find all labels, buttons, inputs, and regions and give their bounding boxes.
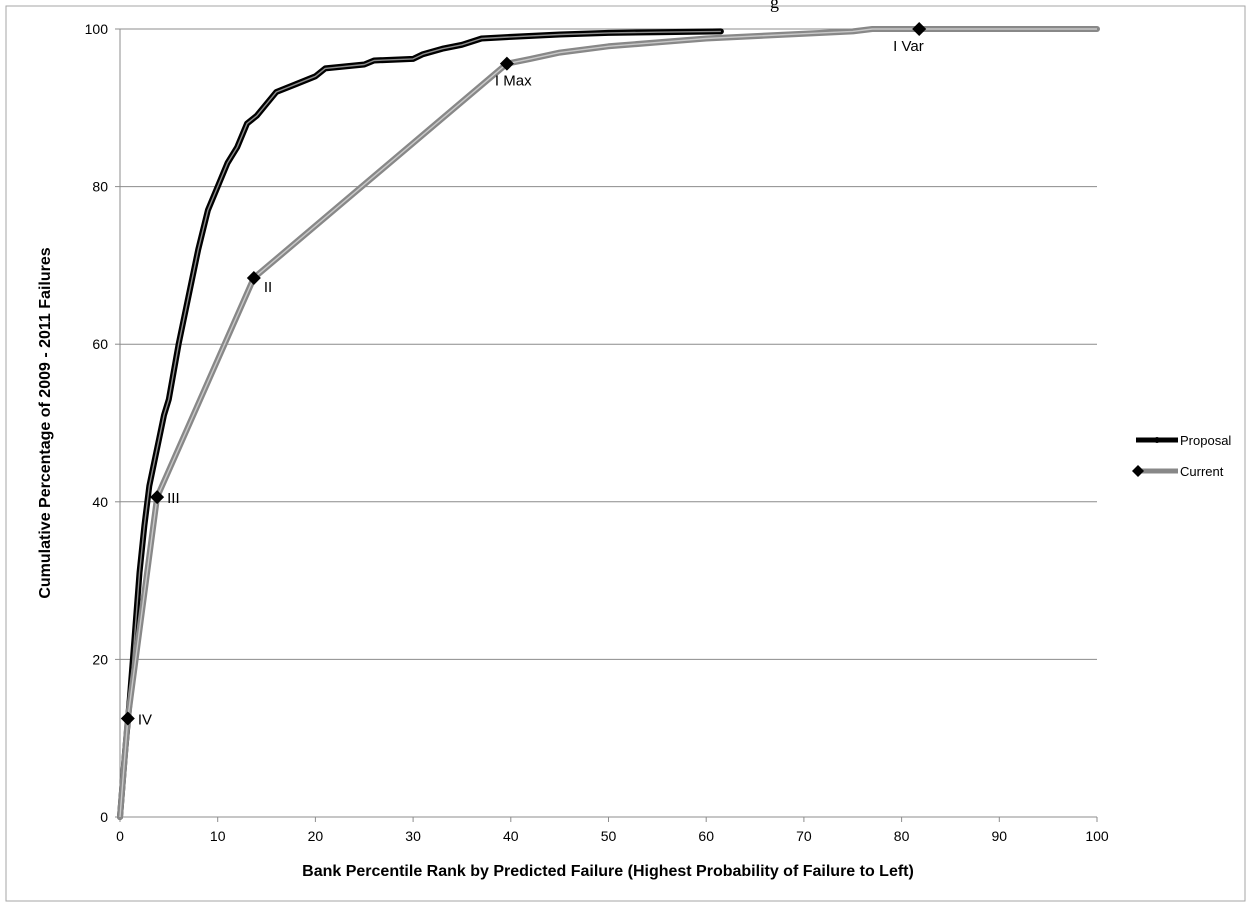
chart-title-fragment: g <box>770 0 779 12</box>
x-axis-title: Bank Percentile Rank by Predicted Failur… <box>302 863 914 880</box>
x-tick-label: 60 <box>698 828 714 844</box>
y-tick-label: 60 <box>92 336 108 352</box>
legend-marker <box>1132 465 1144 477</box>
y-axis-title: Cumulative Percentage of 2009 - 2011 Fai… <box>37 247 54 598</box>
x-tick-label: 50 <box>601 828 617 844</box>
series-line-proposal-highlight <box>119 30 721 818</box>
point-label: I Max <box>495 73 532 90</box>
current-point-marker <box>499 56 514 71</box>
y-tick-label: 100 <box>85 21 109 37</box>
y-tick-label: 20 <box>92 651 108 667</box>
current-point-marker <box>150 490 165 505</box>
x-tick-label: 40 <box>503 828 519 844</box>
x-tick-label: 0 <box>116 828 124 844</box>
x-tick-label: 80 <box>894 828 910 844</box>
x-tick-label: 10 <box>210 828 226 844</box>
y-tick-label: 0 <box>100 809 108 825</box>
y-tick-label: 80 <box>92 179 108 195</box>
point-label: II <box>264 279 272 296</box>
current-point-marker <box>246 271 261 286</box>
x-tick-label: 30 <box>405 828 421 844</box>
current-point-marker <box>120 711 135 726</box>
x-tick-label: 100 <box>1085 828 1109 844</box>
legend-label: Proposal <box>1180 433 1231 448</box>
legend: Proposal Current <box>1132 433 1231 479</box>
point-label: IV <box>138 712 152 729</box>
x-tick-label: 90 <box>992 828 1008 844</box>
gridlines <box>120 28 1097 660</box>
legend-marker <box>1154 437 1160 443</box>
x-tick-label: 70 <box>796 828 812 844</box>
current-point-marker <box>912 22 927 36</box>
x-tick-label: 20 <box>308 828 324 844</box>
legend-label: Current <box>1180 464 1224 479</box>
axes: 0 20 40 60 80 100 0 10 20 30 40 50 60 70 80 90 100 <box>85 21 1109 844</box>
current-markers <box>120 22 927 726</box>
y-tick-label: 40 <box>92 494 108 510</box>
series-line-current-highlight <box>119 28 1097 818</box>
point-label: I Var <box>893 38 924 55</box>
series-lines <box>117 26 1100 820</box>
chart-frame <box>5 5 1246 902</box>
point-label: III <box>167 490 180 507</box>
